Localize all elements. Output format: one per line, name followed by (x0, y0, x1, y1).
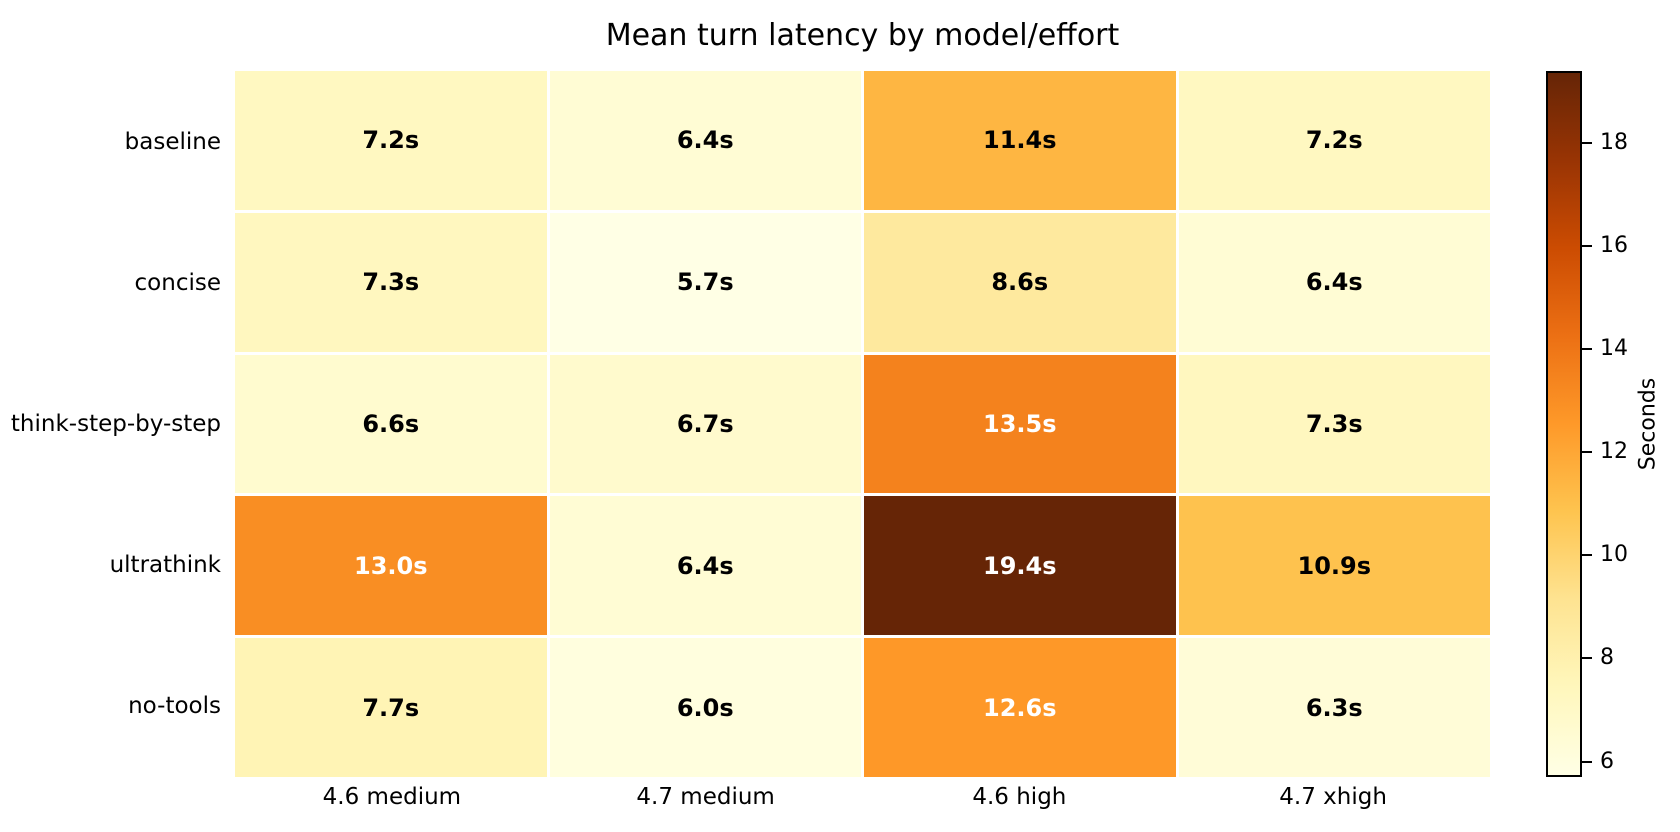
colorbar-tick-mark (1582, 451, 1592, 454)
heatmap-cell: 10.9s (1178, 496, 1490, 636)
heatmap-cell: 6.4s (1178, 212, 1490, 352)
y-axis-labels: baseline concise think-step-by-step ultrath… (0, 71, 221, 777)
heatmap-cell: 7.2s (1178, 71, 1490, 210)
heatmap-cell: 7.3s (1178, 354, 1490, 494)
heatmap-cell: 6.4s (549, 496, 861, 636)
colorbar-tick-label: 8 (1600, 645, 1614, 671)
heatmap-grid: 7.2s 6.4s 11.4s 7.2s 7.3s 5.7s 8.6s 6.4s 6.6s 6.7… (235, 71, 1490, 777)
heatmap-cell: 11.4s (864, 71, 1176, 210)
heatmap-cell: 6.4s (549, 71, 861, 210)
heatmap-cell: 6.7s (549, 354, 861, 494)
chart-title: Mean turn latency by model/effort (605, 18, 1120, 53)
heatmap-cell: 8.6s (864, 212, 1176, 352)
col-label: 4.6 medium (322, 784, 462, 810)
colorbar-tick-label: 10 (1600, 542, 1628, 568)
heatmap-cell: 13.0s (235, 496, 547, 636)
heatmap-cell: 12.6s (864, 638, 1176, 777)
x-axis-labels: 4.6 medium 4.7 medium 4.6 high 4.7 xhigh (235, 782, 1490, 812)
colorbar-tick-label: 16 (1600, 233, 1628, 259)
colorbar-tick-mark (1582, 245, 1592, 248)
colorbar-gradient (1546, 71, 1582, 777)
heatmap-cell: 7.7s (235, 638, 547, 777)
colorbar-tick-mark (1582, 142, 1592, 145)
heatmap-cell: 6.0s (549, 638, 861, 777)
col-label: 4.7 medium (636, 784, 775, 810)
heatmap-cell: 6.3s (1178, 638, 1490, 777)
row-label: no-tools (128, 693, 221, 720)
colorbar-axis-label: Seconds (1635, 377, 1661, 471)
col-label: 4.6 high (972, 784, 1067, 810)
heatmap-cell: 19.4s (864, 496, 1176, 636)
col-label: 4.7 xhigh (1279, 784, 1387, 810)
heatmap-cell: 7.2s (235, 71, 547, 210)
row-label: concise (134, 269, 221, 296)
heatmap-cell: 7.3s (235, 212, 547, 352)
colorbar-tick-label: 18 (1600, 130, 1628, 156)
heatmap-cell: 5.7s (549, 212, 861, 352)
colorbar-tick-label: 14 (1600, 336, 1628, 362)
colorbar-tick-label: 12 (1600, 439, 1628, 465)
colorbar-tick-label: 6 (1600, 748, 1614, 774)
colorbar-tick-mark (1582, 554, 1592, 557)
heatmap-cell: 13.5s (864, 354, 1176, 494)
colorbar-tick-mark (1582, 348, 1592, 351)
row-label: ultrathink (109, 552, 221, 579)
heatmap-cell: 6.6s (235, 354, 547, 494)
row-label: think-step-by-step (10, 411, 221, 437)
row-label: baseline (124, 128, 221, 155)
colorbar-tick-mark (1582, 657, 1592, 660)
colorbar-tick-mark (1582, 760, 1592, 763)
